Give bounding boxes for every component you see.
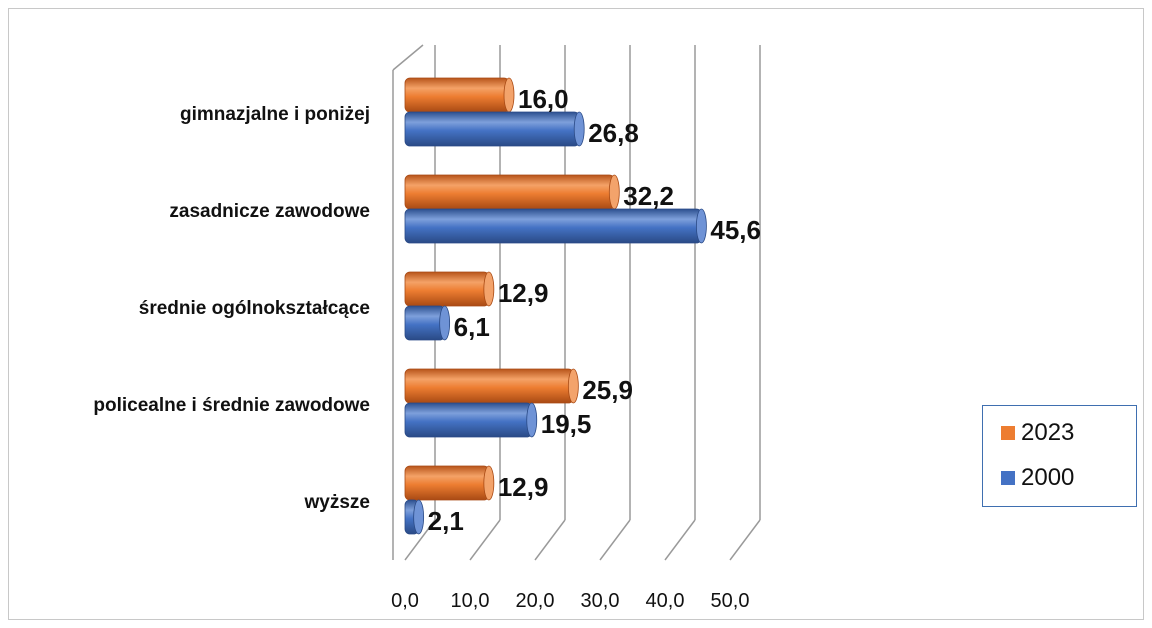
x-tick-label: 40,0 [646, 590, 685, 612]
category-label: wyższe [304, 492, 370, 513]
legend-swatch-2000 [1001, 471, 1015, 485]
data-label: 25,9 [582, 375, 633, 405]
floor-gridline [599, 519, 631, 561]
bar-2023-3 [404, 368, 579, 404]
floor-gridline [534, 519, 566, 561]
data-label: 19,5 [541, 409, 592, 439]
legend-item-2023: 2023 [1001, 419, 1074, 447]
x-tick-label: 20,0 [516, 590, 555, 612]
legend-label-2000: 2000 [1021, 464, 1075, 491]
bar-2000-1 [404, 208, 707, 244]
x-tick-label: 50,0 [711, 590, 750, 612]
data-label: 32,2 [623, 181, 674, 211]
bar-2000-3 [404, 402, 538, 438]
data-label: 6,1 [454, 312, 490, 342]
data-label: 16,0 [518, 84, 569, 114]
category-label: gimnazjalne i poniżej [180, 104, 370, 125]
bar-2023-4 [404, 465, 495, 501]
floor-gridline [664, 519, 696, 561]
legend-swatch-2023 [1001, 426, 1015, 440]
bar-2000-4 [404, 499, 425, 535]
axis-wall-top [392, 44, 424, 71]
legend-label-2023: 2023 [1021, 419, 1075, 446]
floor-gridline [404, 519, 436, 561]
bar-2023-1 [404, 174, 620, 210]
data-labels: 16,0 26,8 32,2 45,6 12,9 6,1 25,9 19,5 12,9 2,1 [428, 84, 761, 536]
x-axis-tick-labels: 0,0 10,0 20,0 30,0 40,0 50,0 [391, 590, 749, 612]
data-label: 2,1 [428, 506, 464, 536]
data-label: 26,8 [588, 118, 639, 148]
data-label: 12,9 [498, 278, 549, 308]
legend: 2023 2000 [982, 405, 1137, 507]
bar-2023-0 [404, 77, 515, 113]
bar-2023-2 [404, 271, 495, 307]
category-label: policealne i średnie zawodowe [93, 395, 370, 416]
chart-frame [8, 8, 1144, 620]
data-label: 45,6 [710, 215, 761, 245]
bars [404, 77, 707, 535]
category-label: średnie ogólnokształcące [139, 298, 370, 319]
category-labels: gimnazjalne i poniżej zasadnicze zawodowe… [93, 104, 370, 513]
floor-gridline [469, 519, 501, 561]
bar-2000-0 [404, 111, 585, 147]
legend-item-2000: 2000 [1001, 464, 1074, 492]
x-tick-label: 10,0 [451, 590, 490, 612]
floor-gridline [729, 519, 761, 561]
data-label: 12,9 [498, 472, 549, 502]
bar-2000-2 [404, 305, 451, 341]
category-label: zasadnicze zawodowe [169, 201, 370, 222]
x-tick-label: 0,0 [391, 590, 419, 612]
x-tick-label: 30,0 [581, 590, 620, 612]
